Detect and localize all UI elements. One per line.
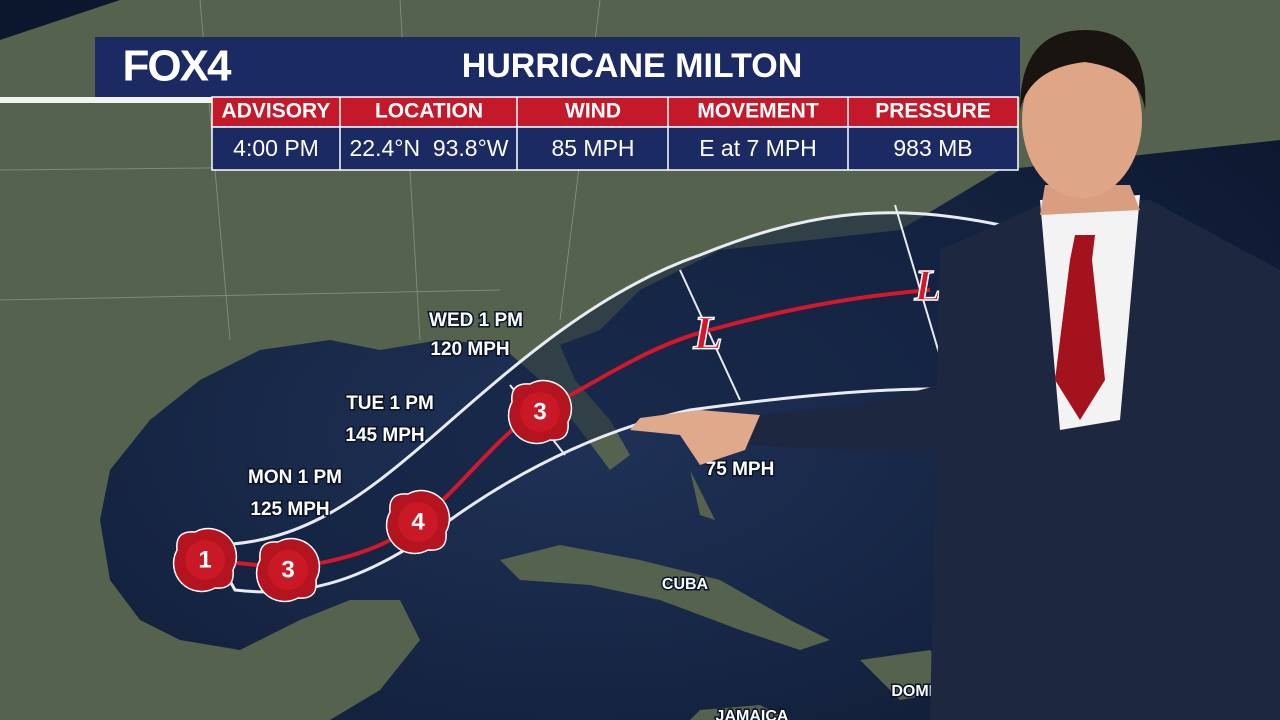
column-header: PRESSURE xyxy=(875,100,991,123)
forecast-wind: 125 MPH xyxy=(250,499,329,520)
place-label: CUBA xyxy=(662,576,709,593)
storm-icon: 4 xyxy=(385,489,451,555)
presenter xyxy=(630,30,1280,720)
storm-category: 3 xyxy=(281,556,294,583)
storm-icon: 1 xyxy=(172,527,238,593)
forecast-time: TUE 1 PM xyxy=(346,393,434,414)
forecast-wind: 120 MPH xyxy=(430,339,509,360)
storm-category: 1 xyxy=(198,546,211,573)
column-header: ADVISORY xyxy=(222,100,331,123)
logo: FOX4 xyxy=(123,42,232,91)
column-header: MOVEMENT xyxy=(697,100,819,123)
land-cuba xyxy=(500,545,830,650)
place-label: JAMAICA xyxy=(716,708,789,720)
column-header: WIND xyxy=(565,100,621,123)
low-marker: L xyxy=(914,261,942,310)
cell-value: 22.4°N 93.8°W xyxy=(349,135,508,161)
column-header: LOCATION xyxy=(375,100,483,123)
table-dividers xyxy=(339,97,849,170)
table-header-row xyxy=(211,96,1019,128)
storm-category: 4 xyxy=(411,508,425,535)
land-bahamas xyxy=(690,470,715,520)
table-value-row xyxy=(211,126,1019,171)
low-marker: L xyxy=(692,307,722,360)
partial-label: 75 MPH xyxy=(706,459,775,480)
cell-value: 983 MB xyxy=(893,135,972,161)
storm-icon: 3 xyxy=(255,537,321,603)
cell-value: 85 MPH xyxy=(551,135,634,161)
cell-value: 4:00 PM xyxy=(233,135,319,161)
forecast-time: MON 1 PM xyxy=(248,467,342,488)
header-rule xyxy=(0,97,212,103)
forecast-wind: 145 MPH xyxy=(345,425,424,446)
forecast-time: WED 1 PM xyxy=(429,310,523,331)
title: HURRICANE MILTON xyxy=(462,47,803,85)
cell-value: E at 7 MPH xyxy=(699,135,817,161)
header-banner xyxy=(95,37,1020,97)
storm-markers: 1 3 4 3 xyxy=(172,379,573,603)
storm-icon: 3 xyxy=(507,379,573,445)
cone-dividers xyxy=(399,204,951,541)
storm-category: 3 xyxy=(533,398,546,425)
land-jamaica xyxy=(690,705,790,720)
